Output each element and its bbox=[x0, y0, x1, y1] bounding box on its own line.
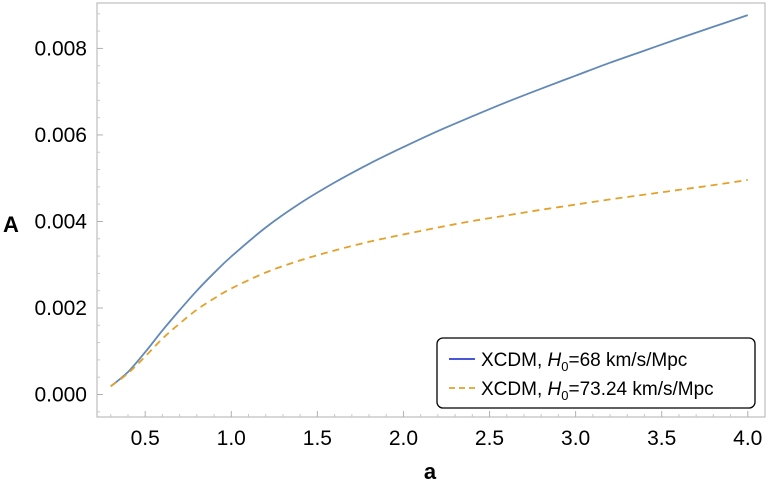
x-tick-label: 3.5 bbox=[647, 427, 676, 450]
x-tick-label: 0.5 bbox=[131, 427, 160, 450]
x-tick-label: 4.0 bbox=[733, 427, 762, 450]
y-tick-label: 0.002 bbox=[34, 297, 87, 320]
y-tick-label: 0.006 bbox=[34, 124, 87, 147]
series-line-1 bbox=[110, 14, 749, 387]
x-tick-label: 2.0 bbox=[389, 427, 418, 450]
x-tick-label: 1.5 bbox=[303, 427, 332, 450]
series-line-2 bbox=[110, 179, 748, 388]
plot-frame bbox=[96, 2, 766, 418]
x-axis-label: a bbox=[424, 459, 437, 484]
y-axis-ticks: 0.000 0.002 0.004 0.006 0.008 bbox=[34, 13, 103, 413]
x-tick-label: 2.5 bbox=[475, 427, 504, 450]
legend-entry-1: XCDM, H0=68 km/s/Mpc bbox=[481, 350, 687, 374]
y-tick-label: 0.004 bbox=[34, 210, 87, 233]
legend-entry-2: XCDM, H0=73.24 km/s/Mpc bbox=[481, 379, 714, 403]
y-tick-label: 0.008 bbox=[34, 37, 87, 60]
y-axis-label: A bbox=[3, 212, 19, 237]
x-axis-ticks: 0.5 1.0 1.5 2.0 2.5 3.0 3.5 4.0 bbox=[110, 411, 762, 450]
legend-box bbox=[436, 337, 756, 409]
legend: XCDM, H0=68 km/s/Mpc XCDM, H0=73.24 km/s/… bbox=[436, 337, 756, 409]
y-tick-label: 0.000 bbox=[34, 384, 87, 407]
series-layer bbox=[110, 14, 749, 388]
plot-border bbox=[96, 2, 766, 418]
x-tick-label: 1.0 bbox=[217, 427, 246, 450]
x-tick-label: 3.0 bbox=[561, 427, 590, 450]
